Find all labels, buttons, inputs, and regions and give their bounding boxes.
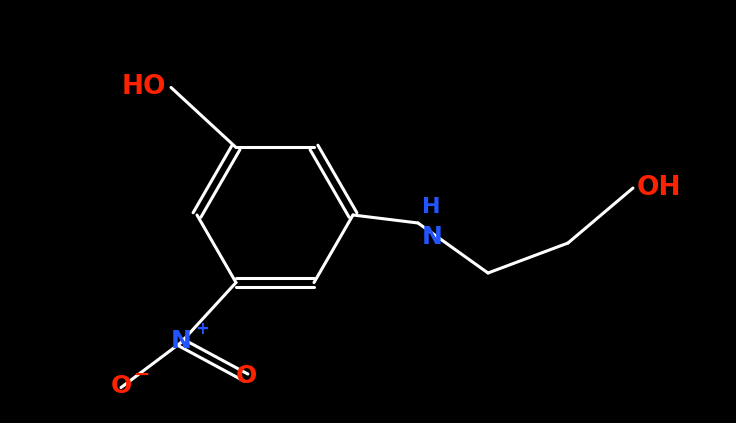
Text: OH: OH: [637, 175, 682, 201]
Text: N: N: [171, 329, 191, 352]
Text: −: −: [134, 365, 150, 384]
Text: N: N: [422, 225, 443, 249]
Text: O: O: [110, 374, 132, 398]
Text: +: +: [195, 319, 209, 338]
Text: HO: HO: [121, 74, 166, 100]
Text: H: H: [422, 197, 441, 217]
Text: O: O: [236, 363, 257, 387]
